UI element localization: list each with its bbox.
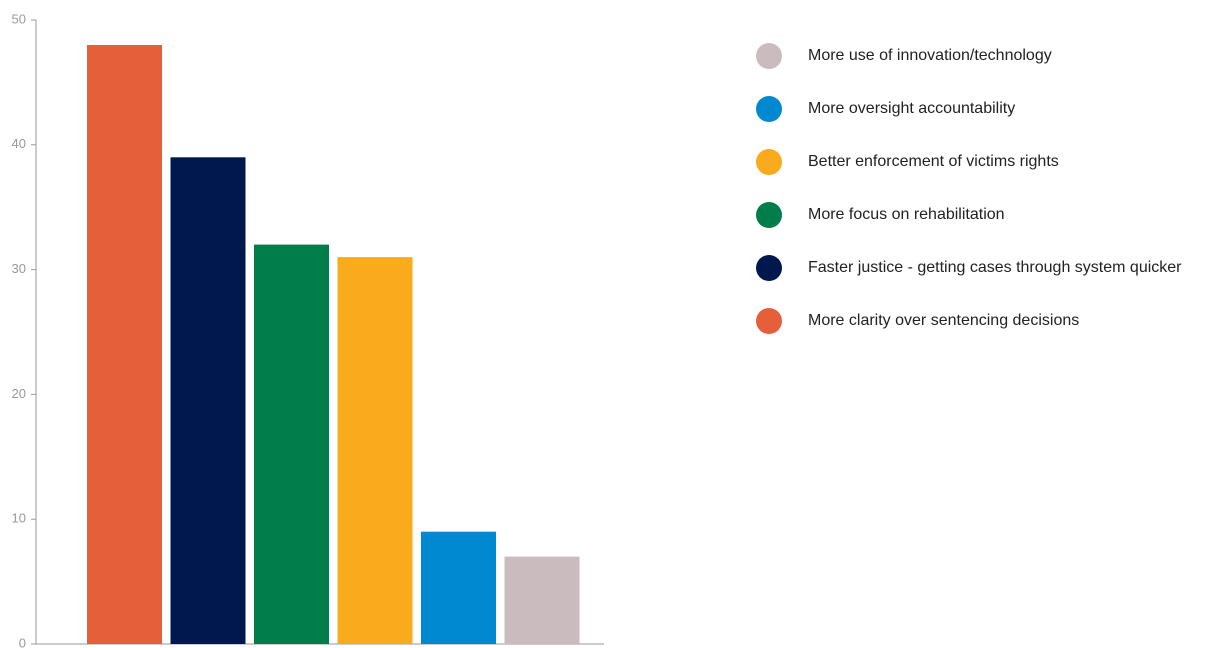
legend-label: More use of innovation/technology	[808, 47, 1052, 64]
legend-swatch	[756, 255, 782, 281]
legend-swatch	[756, 202, 782, 228]
legend-item: More use of innovation/technology	[756, 43, 1182, 69]
y-axis: 0 10 20 30 40 50	[12, 11, 37, 648]
legend-swatch	[756, 96, 782, 122]
legend-item: Faster justice - getting cases through s…	[756, 255, 1182, 281]
legend-item: More clarity over sentencing decisions	[756, 308, 1182, 334]
legend-label: More focus on rehabilitation	[808, 206, 1005, 223]
legend-label: More oversight accountability	[808, 100, 1016, 117]
y-tick-label: 0	[19, 635, 26, 648]
legend-item: Better enforcement of victims rights	[756, 149, 1182, 175]
bar	[87, 45, 162, 644]
y-tick-label: 30	[12, 261, 26, 276]
legend-item: More focus on rehabilitation	[756, 202, 1182, 228]
bar	[254, 244, 329, 644]
y-tick-label: 40	[12, 136, 26, 151]
bars	[87, 45, 580, 645]
y-tick-label: 50	[12, 11, 26, 26]
y-tick-label: 10	[12, 511, 26, 526]
legend-label: More clarity over sentencing decisions	[808, 312, 1080, 329]
legend-swatch	[756, 149, 782, 175]
legend-item: More oversight accountability	[756, 96, 1182, 122]
legend-swatch	[756, 308, 782, 334]
legend-label: Better enforcement of victims rights	[808, 153, 1059, 170]
bar	[170, 157, 246, 645]
bar	[504, 556, 580, 644]
bar	[421, 531, 496, 644]
legend-swatch	[756, 43, 782, 69]
legend-label: Faster justice - getting cases through s…	[808, 259, 1182, 276]
bar	[337, 257, 413, 644]
chart-legend: More use of innovation/technology More ov…	[756, 43, 1182, 361]
y-tick-label: 20	[12, 386, 26, 401]
